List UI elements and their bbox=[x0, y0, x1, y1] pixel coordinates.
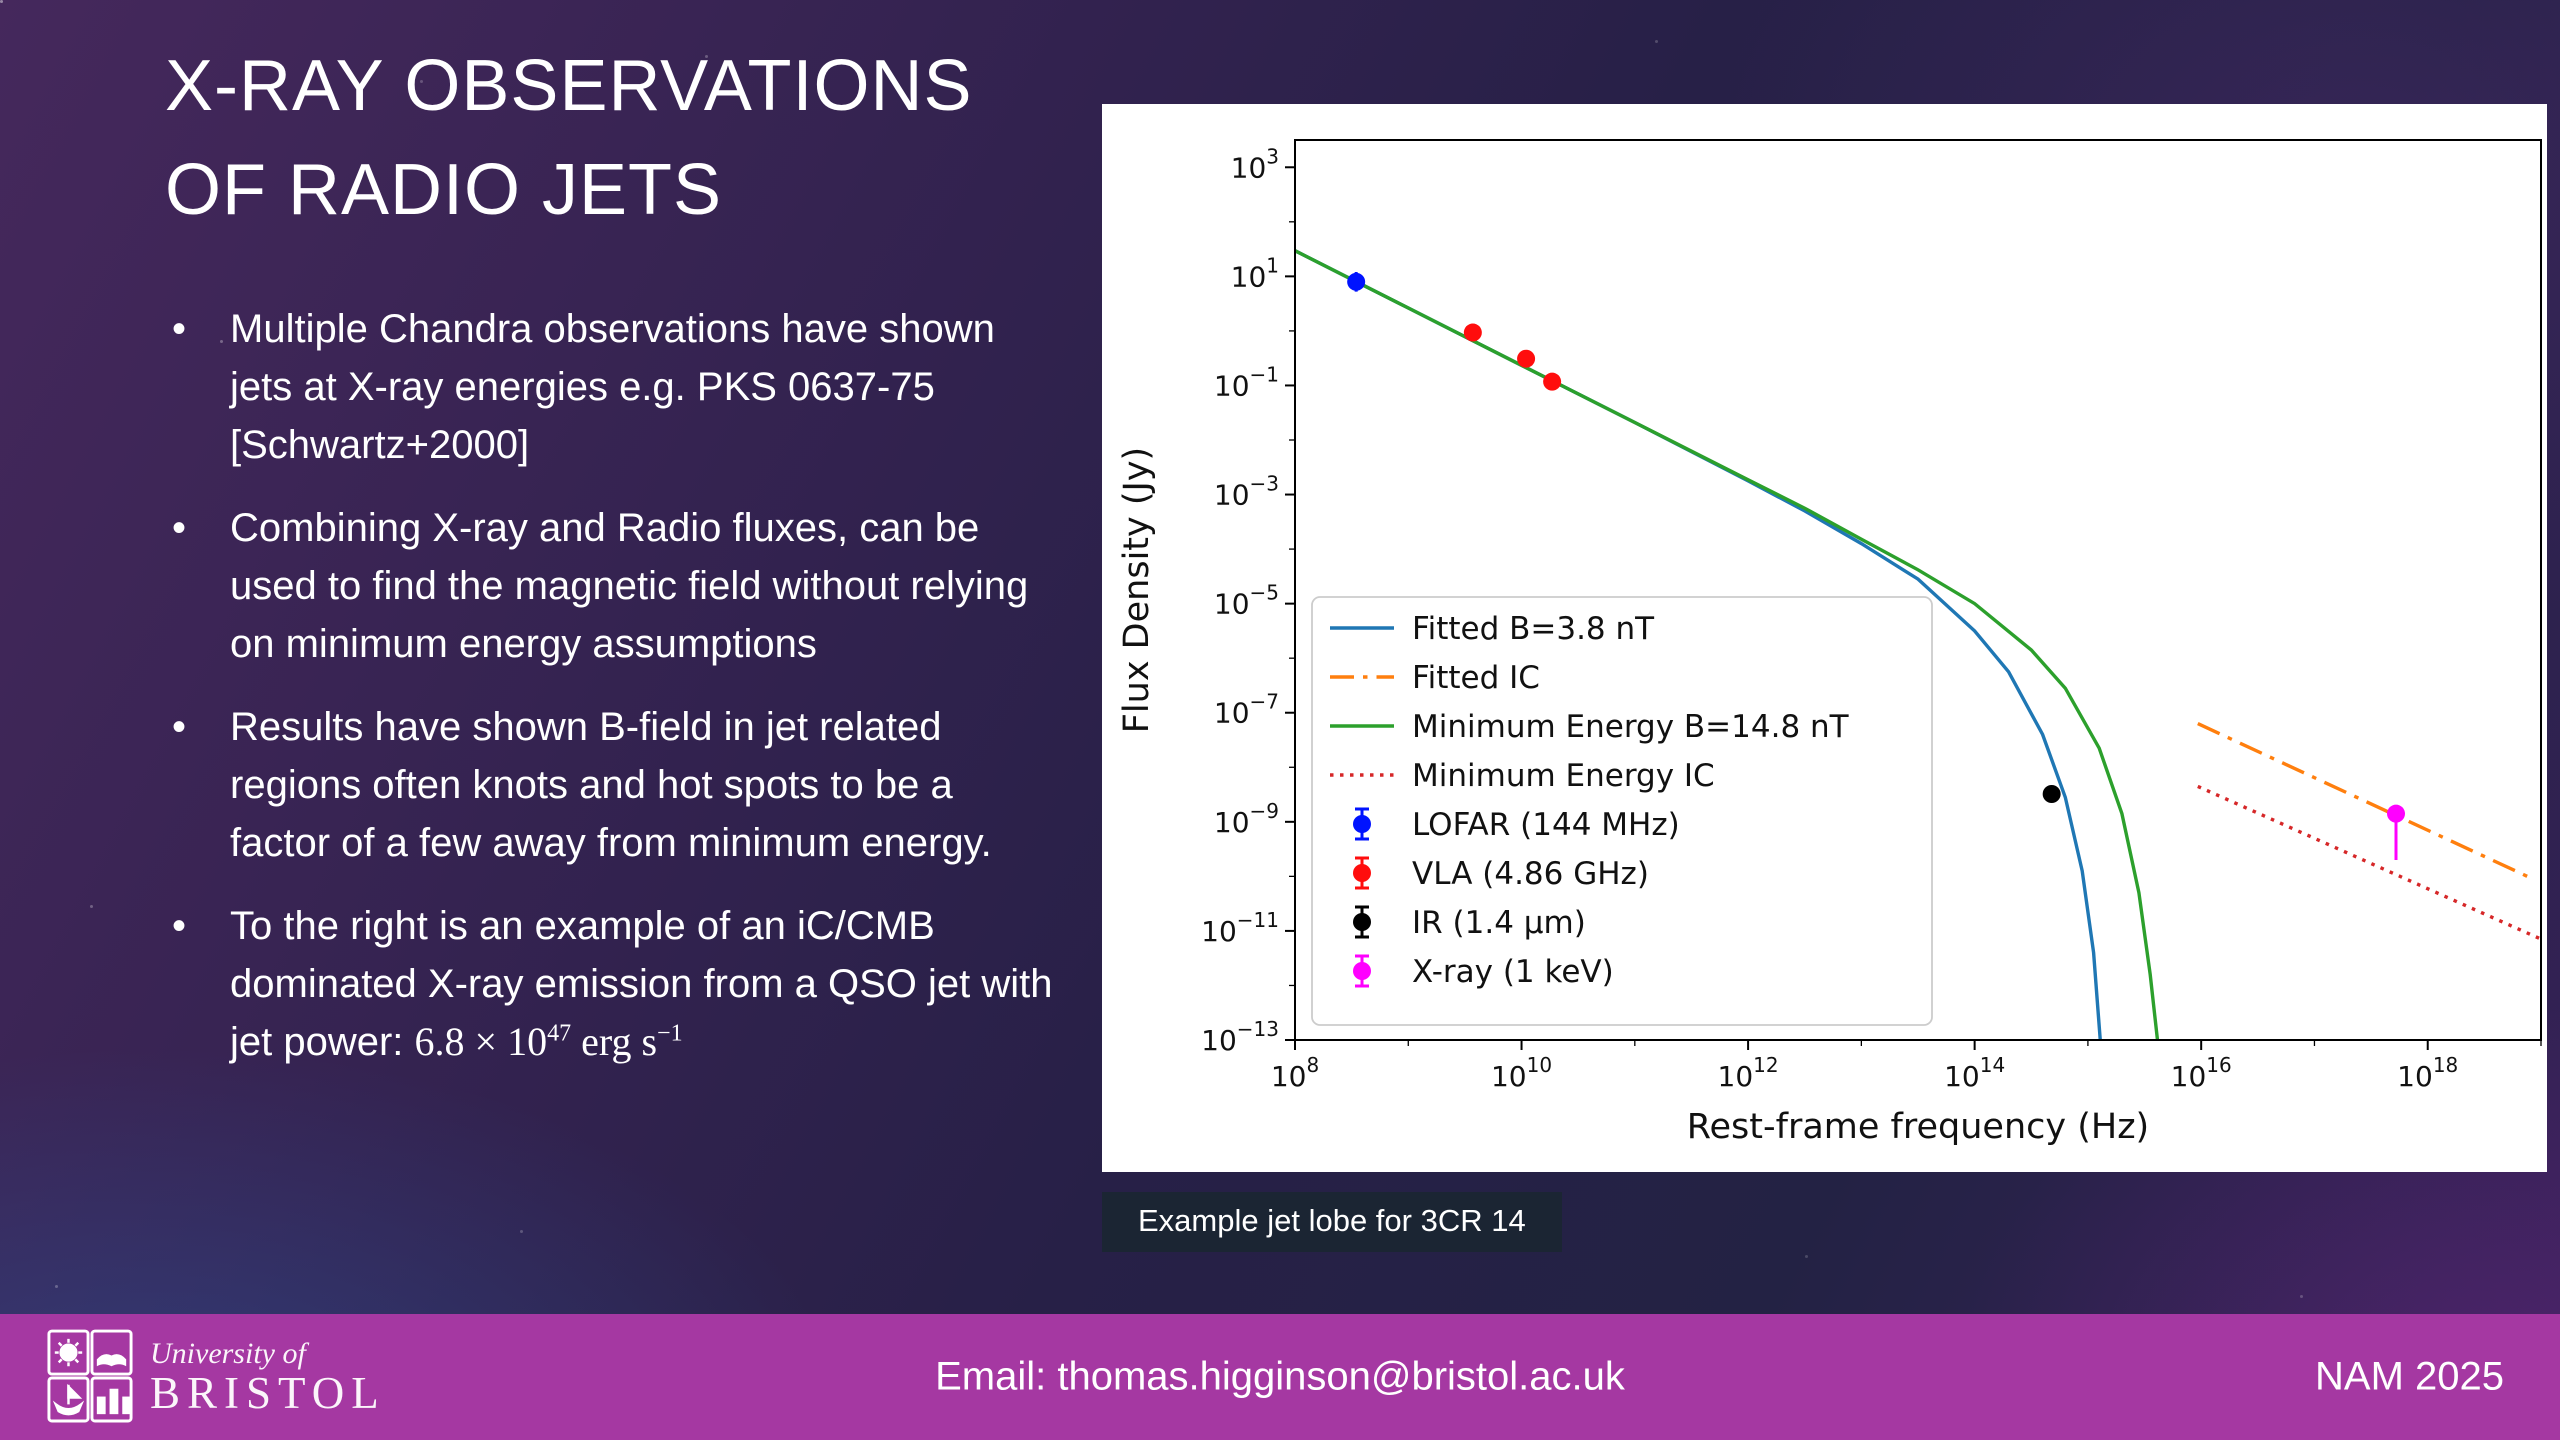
crest-book bbox=[96, 1354, 127, 1367]
svg-text:10−1: 10−1 bbox=[1214, 362, 1279, 402]
legend-label-fitted-b-3-8-nt: Fitted B=3.8 nT bbox=[1412, 611, 1655, 647]
svg-text:1014: 1014 bbox=[1944, 1053, 2005, 1093]
svg-text:10−7: 10−7 bbox=[1214, 690, 1279, 730]
svg-text:10−3: 10−3 bbox=[1214, 472, 1279, 512]
points-vla-4-86-ghz bbox=[1463, 323, 1562, 391]
bullet-marker: • bbox=[172, 307, 187, 351]
contact-email: Email: thomas.higginson@bristol.ac.uk bbox=[935, 1354, 1625, 1399]
svg-text:10−11: 10−11 bbox=[1201, 908, 1279, 948]
svg-text:101: 101 bbox=[1231, 253, 1279, 293]
slide-title: X-RAY OBSERVATIONS OF RADIO JETS bbox=[165, 34, 973, 243]
svg-text:103: 103 bbox=[1231, 144, 1279, 184]
x-axis-label: Rest-frame frequency (Hz) bbox=[1687, 1107, 2149, 1147]
legend-label-vla-4-86-ghz: VLA (4.86 GHz) bbox=[1412, 856, 1649, 892]
plot-series bbox=[1295, 249, 2541, 1040]
line-minimum-energy-b-14-8-nt bbox=[1295, 249, 2160, 1040]
line-minimum-energy-ic bbox=[2197, 784, 2541, 941]
sed-chart: 108 1010 1012 1014 1016 1018 103 101 10−1 10−3 10−… bbox=[1117, 139, 2542, 1147]
legend-label-x-ray-1-kev: X-ray (1 keV) bbox=[1412, 954, 1614, 990]
chart-legend: Fitted B=3.8 nT Fitted IC Minimum Energy B… bbox=[1311, 596, 1933, 1026]
bullet-list: • Multiple Chandra observations have sho… bbox=[172, 300, 1092, 1096]
y-axis-label: Flux Density (Jy) bbox=[1117, 447, 1157, 733]
sed-chart-panel: 108 1010 1012 1014 1016 1018 103 101 10−1 10−3 10−… bbox=[1102, 104, 2547, 1172]
bullet-item: • Results have shown B-field in jet rela… bbox=[172, 698, 1092, 872]
footer-bar: University of BRISTOL Email: thomas.higg… bbox=[0, 1314, 2560, 1440]
bullet-item: • To the right is an example of an iC/CM… bbox=[172, 897, 1092, 1071]
svg-text:1010: 1010 bbox=[1491, 1053, 1552, 1093]
legend-label-ir-1-4-m: IR (1.4 μm) bbox=[1412, 905, 1586, 941]
bristol-crest-icon bbox=[47, 1329, 133, 1423]
bullet-marker: • bbox=[172, 904, 187, 948]
crest-sun bbox=[54, 1338, 83, 1367]
jet-power-equation: 6.8 × 1047 erg s−1 bbox=[414, 1019, 683, 1064]
logo-text: University of BRISTOL bbox=[150, 1336, 386, 1418]
bullet-item: • Combining X-ray and Radio fluxes, can … bbox=[172, 499, 1092, 673]
legend-label-minimum-energy-ic: Minimum Energy IC bbox=[1412, 758, 1715, 794]
svg-text:108: 108 bbox=[1271, 1053, 1319, 1093]
crest-ship bbox=[52, 1383, 85, 1416]
bullet-marker: • bbox=[172, 705, 187, 749]
svg-text:10−13: 10−13 bbox=[1201, 1017, 1279, 1057]
university-of-bristol-logo: University of BRISTOL bbox=[46, 1328, 386, 1426]
crest-castle bbox=[96, 1388, 132, 1415]
legend-label-minimum-energy-b-14-8-nt: Minimum Energy B=14.8 nT bbox=[1412, 709, 1850, 745]
chart-caption: Example jet lobe for 3CR 14 bbox=[1102, 1192, 1562, 1252]
points-ir-1-4-m bbox=[2042, 785, 2061, 803]
points-x-ray-1-kev bbox=[2387, 804, 2406, 860]
bullet-text-prefix: To the right is an example of an iC/CMB … bbox=[230, 904, 1053, 1064]
svg-text:10−5: 10−5 bbox=[1214, 581, 1279, 621]
slide-title-line1: X-RAY OBSERVATIONS bbox=[165, 46, 973, 126]
legend-label-fitted-ic: Fitted IC bbox=[1412, 660, 1540, 696]
bullet-item: • Multiple Chandra observations have sho… bbox=[172, 300, 1092, 474]
svg-text:10−9: 10−9 bbox=[1214, 799, 1279, 839]
legend-label-lofar-144-mhz: LOFAR (144 MHz) bbox=[1412, 807, 1680, 843]
plot-axes: 108 1010 1012 1014 1016 1018 103 101 10−1 10−3 10−… bbox=[1117, 139, 2542, 1147]
bullet-marker: • bbox=[172, 506, 187, 550]
bullet-text: Results have shown B-field in jet relate… bbox=[230, 705, 992, 865]
svg-text:1012: 1012 bbox=[1718, 1053, 1779, 1093]
svg-text:1016: 1016 bbox=[2171, 1053, 2232, 1093]
bullet-text: Multiple Chandra observations have shown… bbox=[230, 307, 995, 467]
svg-text:1018: 1018 bbox=[2397, 1053, 2458, 1093]
bullet-text: To the right is an example of an iC/CMB … bbox=[230, 897, 1062, 1071]
line-fitted-ic bbox=[2197, 722, 2529, 878]
event-name: NAM 2025 bbox=[2315, 1354, 2504, 1399]
slide-title-line2: OF RADIO JETS bbox=[165, 150, 723, 231]
points-lofar-144-mhz bbox=[1347, 272, 1366, 292]
bullet-text: Combining X-ray and Radio fluxes, can be… bbox=[230, 506, 1029, 666]
